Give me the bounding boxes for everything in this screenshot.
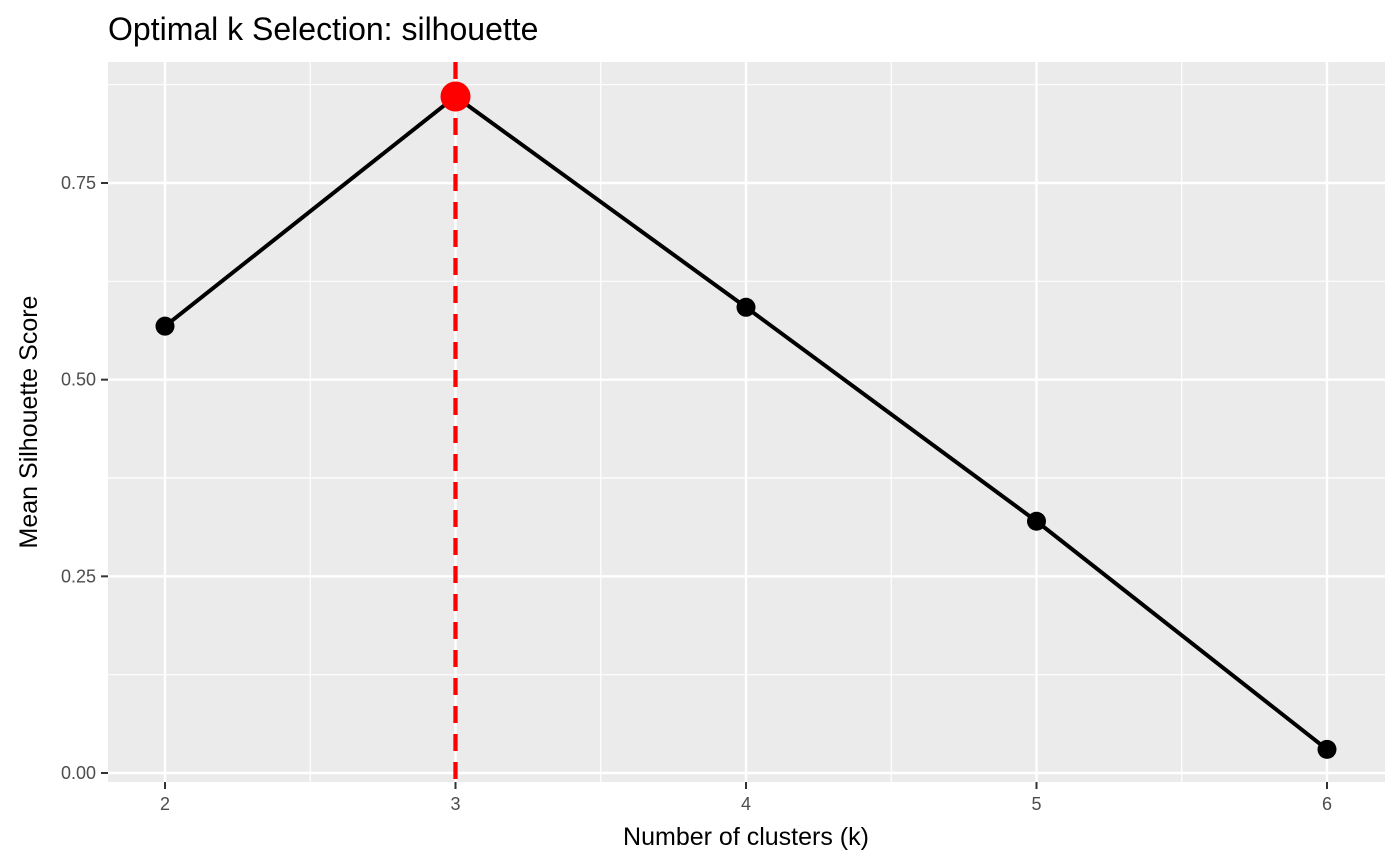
data-point bbox=[736, 297, 756, 317]
x-tick-label: 2 bbox=[160, 794, 170, 814]
chart-title: Optimal k Selection: silhouette bbox=[108, 11, 538, 47]
data-point bbox=[1027, 511, 1046, 531]
optimal-point bbox=[440, 81, 471, 112]
data-points bbox=[155, 81, 1337, 759]
y-axis-title: Mean Silhouette Score bbox=[15, 296, 43, 549]
y-axis: 0.00 0.25 0.50 0.75 bbox=[61, 173, 108, 783]
data-point bbox=[1317, 739, 1337, 759]
y-tick-label: 0.50 bbox=[61, 370, 96, 390]
x-axis: 2 3 4 5 6 bbox=[160, 782, 1332, 814]
y-tick-label: 0.00 bbox=[61, 763, 96, 783]
x-tick-label: 3 bbox=[450, 794, 460, 814]
x-tick-label: 6 bbox=[1322, 794, 1332, 814]
y-tick-label: 0.25 bbox=[61, 566, 96, 586]
x-axis-title: Number of clusters (k) bbox=[623, 823, 869, 851]
x-tick-label: 4 bbox=[741, 794, 751, 814]
data-point bbox=[155, 316, 175, 336]
x-tick-label: 5 bbox=[1031, 794, 1041, 814]
y-tick-label: 0.75 bbox=[61, 173, 96, 193]
